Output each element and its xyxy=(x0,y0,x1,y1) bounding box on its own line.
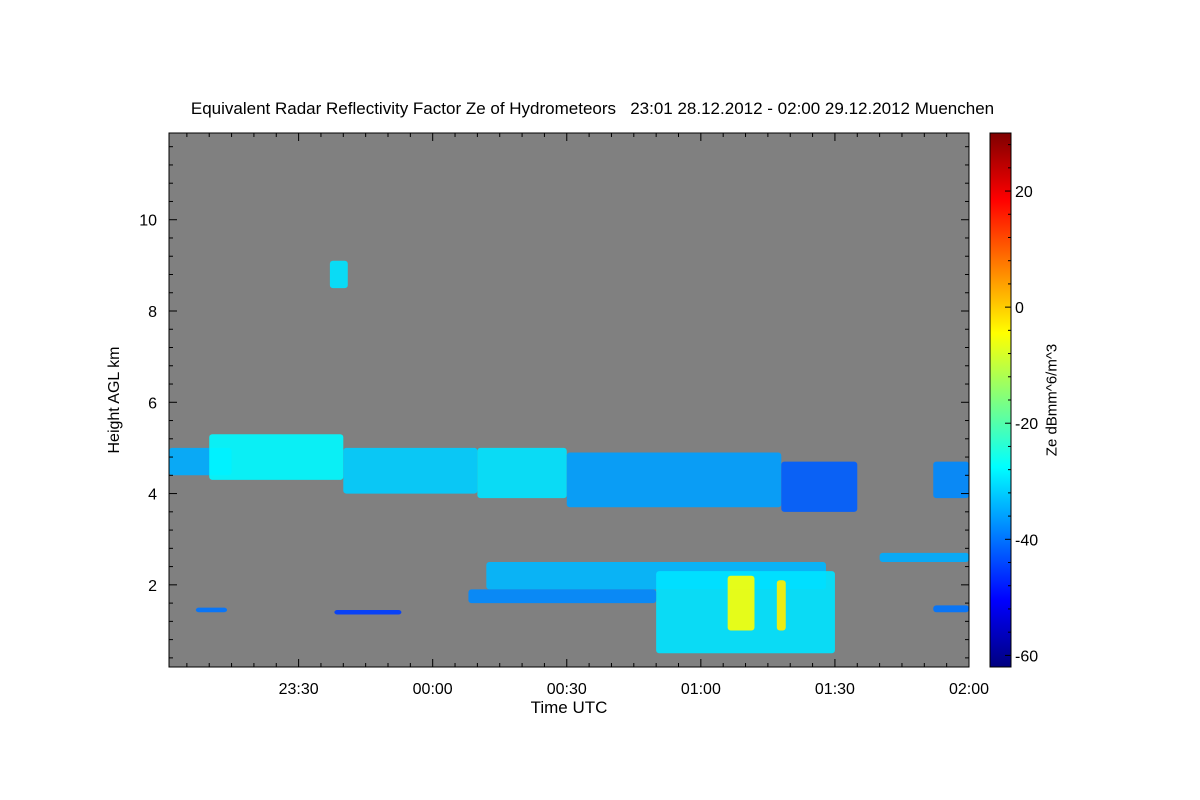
colorbar-tick-label: -60 xyxy=(1015,648,1038,665)
colorbar-tick-label: -40 xyxy=(1015,532,1038,549)
x-tick-label: 23:30 xyxy=(279,681,319,698)
reflectivity-region xyxy=(933,605,969,613)
x-axis-label: Time UTC xyxy=(530,698,608,717)
colorbar-tick-label: 0 xyxy=(1015,300,1024,317)
reflectivity-region xyxy=(566,452,782,508)
axes: 23:30 00:00 00:30 01:00 01:30 02:00 2 4 6 8 10 xyxy=(139,133,989,698)
y-tick-label: 6 xyxy=(148,395,157,412)
reflectivity-region xyxy=(209,434,344,480)
colorbar-tick-label: -20 xyxy=(1015,416,1038,433)
x-tick-label: 00:30 xyxy=(547,681,587,698)
colorbar-tick-label: 20 xyxy=(1015,184,1033,201)
x-tick-label: 00:00 xyxy=(413,681,453,698)
y-tick-label: 2 xyxy=(148,578,157,595)
x-tick-label: 01:30 xyxy=(815,681,855,698)
x-tick-label: 02:00 xyxy=(949,681,989,698)
reflectivity-region xyxy=(879,552,969,563)
reflectivity-region xyxy=(477,447,567,499)
y-tick-label: 8 xyxy=(148,304,157,321)
plot-frame xyxy=(168,132,970,668)
x-tick-label: 01:00 xyxy=(681,681,721,698)
reflectivity-region xyxy=(468,589,657,604)
y-tick-label: 10 xyxy=(139,213,157,230)
y-tick-label: 4 xyxy=(148,487,157,504)
reflectivity-region xyxy=(195,607,228,613)
reflectivity-region xyxy=(933,461,969,499)
colorbar-axis: 20 0 -20 -40 -60 xyxy=(1005,144,1038,665)
reflectivity-regions xyxy=(169,260,969,654)
reflectivity-region xyxy=(727,575,755,631)
reflectivity-region xyxy=(776,580,786,631)
reflectivity-region xyxy=(329,260,348,289)
reflectivity-region xyxy=(343,447,478,494)
reflectivity-region xyxy=(334,609,402,615)
chart-title: Equivalent Radar Reflectivity Factor Ze … xyxy=(190,99,995,118)
colorbar xyxy=(990,133,1011,667)
reflectivity-region xyxy=(781,461,858,512)
